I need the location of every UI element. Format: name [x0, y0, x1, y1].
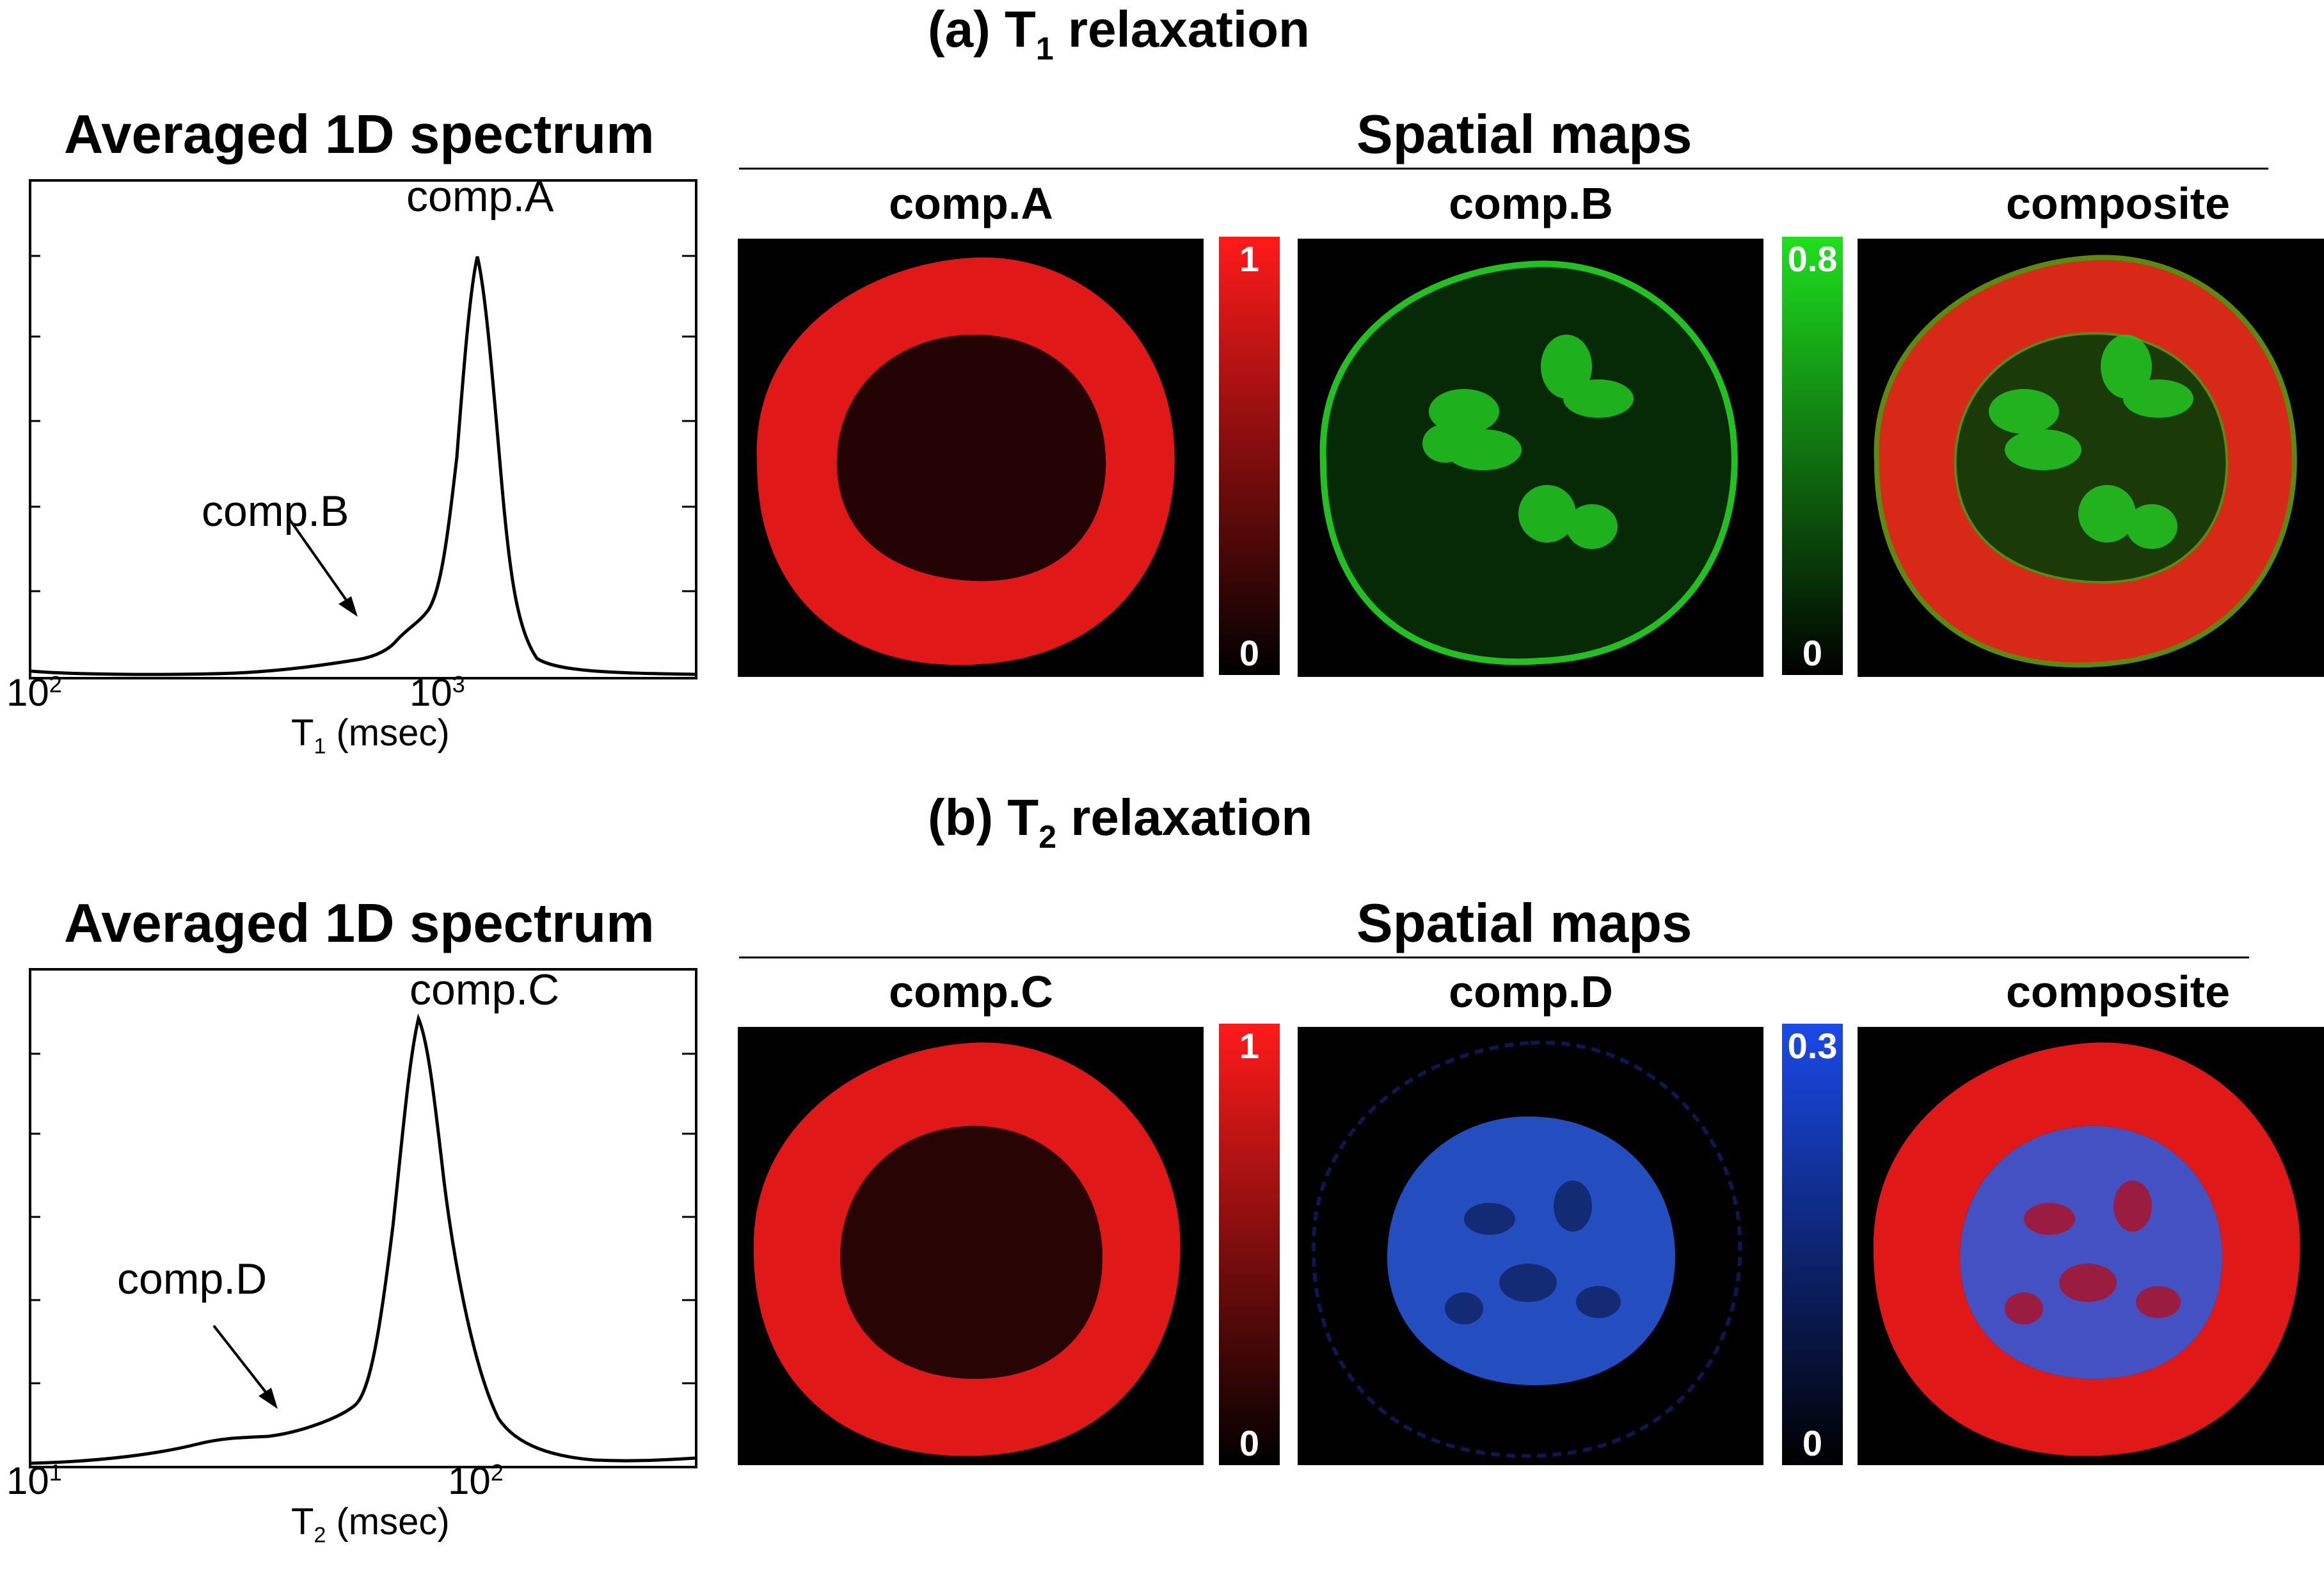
panel-a-spectrum-svg: [31, 255, 696, 676]
panel-b-map-title-3: composite: [2005, 967, 2231, 1017]
panel-a-xlabel-sub: 1: [314, 734, 326, 759]
panel-a-map-composite: [1858, 239, 2324, 677]
panel-a-colorbar-red-max: 1: [1239, 239, 1260, 279]
panel-b-xtick-1-base: 10: [6, 1459, 49, 1502]
panel-b-xtick-1: 101: [6, 1459, 62, 1503]
panel-a-right-ticks: [31, 255, 695, 592]
panel-b-map-title-1: comp.C: [889, 967, 1053, 1017]
panel-b-colorbar-red: 1 0: [1219, 1024, 1280, 1465]
panel-b-title-suffix: relaxation: [1056, 789, 1313, 846]
panel-b-xtick-1-exp: 1: [49, 1459, 62, 1486]
panel-a-maps-rule: [739, 168, 2268, 170]
panel-a-comp-b-arrowhead: [338, 596, 358, 617]
panel-a-title-prefix: (a) T: [928, 1, 1036, 58]
panel-a-spectrum-title: Averaged 1D spectrum: [64, 104, 655, 165]
panel-b-comp-c-label: comp.C: [410, 965, 560, 1014]
panel-a-colorbar-red-min: 0: [1239, 633, 1260, 673]
panel-b-title-sub: 2: [1039, 819, 1057, 855]
panel-b-colorbar-red-max: 1: [1239, 1026, 1260, 1066]
panel-b-xtick-2-exp: 2: [490, 1459, 504, 1486]
panel-b-spectrum-title: Averaged 1D spectrum: [64, 893, 655, 954]
panel-a-colorbar-red: 1 0: [1219, 237, 1280, 675]
panel-a-xtick-2-base: 10: [410, 671, 452, 714]
panel-b-map-comp-c-svg: [753, 1042, 1181, 1456]
panel-a-xtick-2: 103: [410, 671, 465, 715]
panel-b-map-comp-c: [738, 1027, 1204, 1465]
panel-b-title-prefix: (b) T: [928, 789, 1039, 846]
panel-a-xlabel-main: T: [291, 712, 314, 754]
panel-a-colorbar-green-max: 0.8: [1787, 239, 1838, 279]
panel-a-spectrum-plot: [29, 179, 697, 679]
panel-b-map-comp-d-svg: [1311, 1040, 1742, 1458]
panel-b-xlabel-main: T: [291, 1501, 314, 1543]
panel-b-colorbar-red-min: 0: [1239, 1423, 1260, 1463]
panel-b-maps-title: Spatial maps: [1357, 893, 1692, 954]
panel-b-comp-d-arrowhead: [259, 1388, 278, 1409]
panel-a-map-title-1: comp.A: [889, 179, 1053, 228]
panel-a-map-comp-b: [1298, 239, 1763, 677]
panel-b-maps-rule: [739, 957, 2249, 958]
panel-a-xtick-1-exp: 2: [49, 671, 62, 697]
panel-b-spectrum-plot: [29, 968, 697, 1468]
panel-b-spectrum-svg: [31, 1013, 696, 1465]
panel-a-xtick-2-exp: 3: [452, 671, 465, 697]
panel-a-map-composite-svg: [1874, 255, 2297, 668]
panel-b-title: (b) T2 relaxation: [928, 788, 1313, 855]
panel-b-spectrum-curve: [31, 1013, 696, 1465]
panel-a-map-comp-a-svg: [756, 257, 1175, 665]
panel-a-comp-a-label: comp.A: [406, 172, 554, 221]
panel-a-maps-title: Spatial maps: [1357, 104, 1692, 165]
panel-a-title-suffix: relaxation: [1053, 1, 1310, 58]
panel-b-xlabel: T2 (msec): [291, 1500, 450, 1548]
panel-b-map-comp-d: [1298, 1027, 1763, 1465]
panel-a-colorbar-green-min: 0: [1802, 633, 1823, 673]
panel-a-map-title-3: composite: [2005, 179, 2231, 228]
panel-b-comp-d-label: comp.D: [117, 1255, 267, 1303]
panel-b-xtick-2-base: 10: [448, 1459, 491, 1502]
panel-b-comp-d-arrow: [212, 1324, 273, 1401]
panel-a-xtick-1-base: 10: [6, 671, 49, 714]
panel-b-right-ticks: [31, 1052, 695, 1385]
panel-a-xlabel: T1 (msec): [291, 711, 450, 759]
panel-b-map-composite: [1858, 1027, 2324, 1465]
panel-a-spectrum-curve: [31, 256, 696, 676]
panel-a-title: (a) T1 relaxation: [928, 0, 1310, 67]
panel-b-colorbar-blue: 0.3 0: [1782, 1024, 1843, 1465]
panel-a-title-sub: 1: [1035, 31, 1054, 67]
panel-b-colorbar-blue-min: 0: [1802, 1423, 1823, 1463]
panel-b-map-composite-svg: [1873, 1042, 2300, 1456]
panel-a-xlabel-unit: (msec): [326, 712, 450, 754]
panel-a-xtick-1: 102: [6, 671, 62, 715]
panel-b-xlabel-sub: 2: [314, 1523, 326, 1548]
panel-a-map-comp-b-svg: [1319, 260, 1738, 665]
panel-a-colorbar-green: 0.8 0: [1782, 237, 1843, 675]
panel-b-xlabel-unit: (msec): [326, 1501, 450, 1543]
panel-a-comp-b-arrow: [289, 520, 353, 608]
panel-a-map-comp-a: [738, 239, 1204, 677]
panel-a-map-title-2: comp.B: [1449, 179, 1613, 228]
panel-b-map-title-2: comp.D: [1449, 967, 1613, 1017]
panel-b-xtick-2: 102: [448, 1459, 504, 1503]
panel-b-colorbar-blue-max: 0.3: [1787, 1026, 1838, 1066]
panel-a-comp-b-label: comp.B: [202, 487, 349, 536]
